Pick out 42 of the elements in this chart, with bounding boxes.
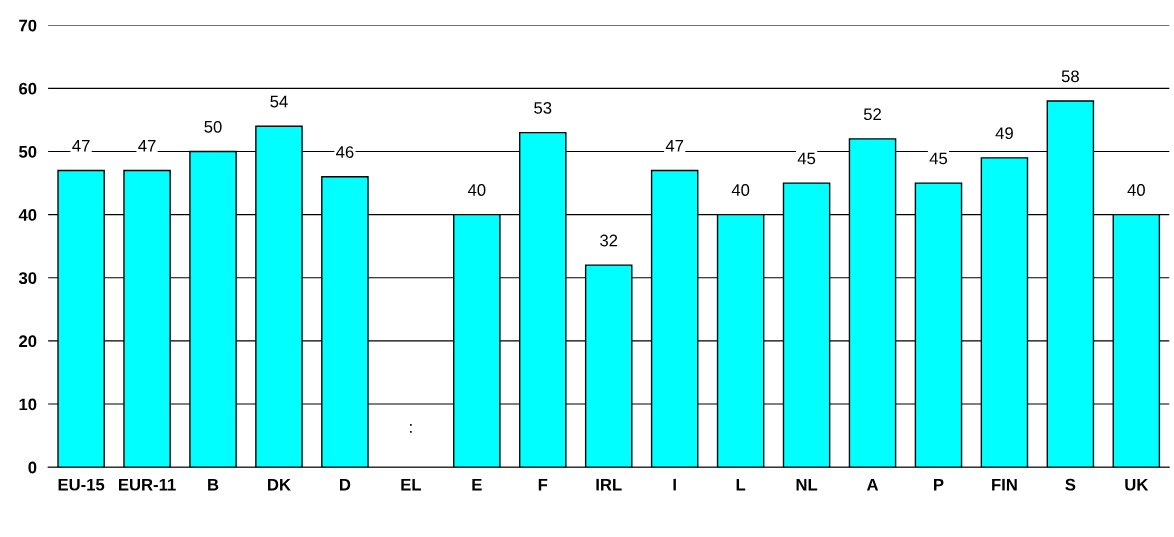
data-label: 52: [863, 108, 881, 121]
y-tick-label: 40: [18, 209, 37, 221]
y-tick-label: 70: [19, 19, 37, 32]
x-tick-label: EL: [401, 478, 421, 491]
data-label: 58: [1061, 70, 1079, 83]
x-tick-label: FIN: [992, 478, 1017, 491]
x-tick-label: IRL: [596, 478, 622, 491]
x-tick-label: DK: [268, 478, 291, 491]
x-tick-label: UK: [1125, 478, 1149, 491]
data-label: 32: [600, 234, 618, 247]
x-tick-label: EU-15: [58, 478, 105, 491]
x-tick-label: F: [538, 478, 548, 491]
data-label: 53: [534, 102, 552, 114]
data-label: 40: [731, 184, 750, 196]
x-tick-label: S: [1065, 478, 1076, 491]
y-tick-label: 0: [28, 461, 37, 474]
data-label: 47: [138, 140, 156, 152]
data-label: 45: [929, 152, 948, 165]
data-label: 54: [270, 95, 288, 108]
x-tick-label: B: [208, 478, 219, 491]
x-tick-label: NL: [796, 478, 818, 491]
x-tick-label: E: [472, 478, 482, 491]
data-label: 45: [797, 152, 816, 165]
y-tick-label: 50: [19, 145, 37, 158]
x-tick-label: A: [866, 478, 879, 491]
data-label: 46: [336, 146, 354, 158]
y-tick-label: 20: [19, 335, 37, 348]
data-label: 49: [995, 127, 1013, 140]
x-tick-label: L: [736, 478, 746, 491]
y-tick-label: 60: [19, 82, 37, 95]
x-tick-label: P: [934, 478, 944, 491]
x-tick-label: D: [340, 478, 351, 491]
data-label: 47: [72, 140, 90, 152]
data-label: 50: [204, 120, 222, 133]
data-label: 40: [1127, 184, 1145, 196]
text: :: [410, 423, 412, 433]
x-tick-label: EUR-11: [119, 478, 176, 491]
y-tick-label: 30: [18, 272, 37, 285]
data-label: 40: [467, 184, 486, 196]
x-tick-label: I: [673, 478, 676, 491]
y-tick-label: 10: [19, 398, 37, 411]
data-label: 47: [665, 140, 684, 152]
